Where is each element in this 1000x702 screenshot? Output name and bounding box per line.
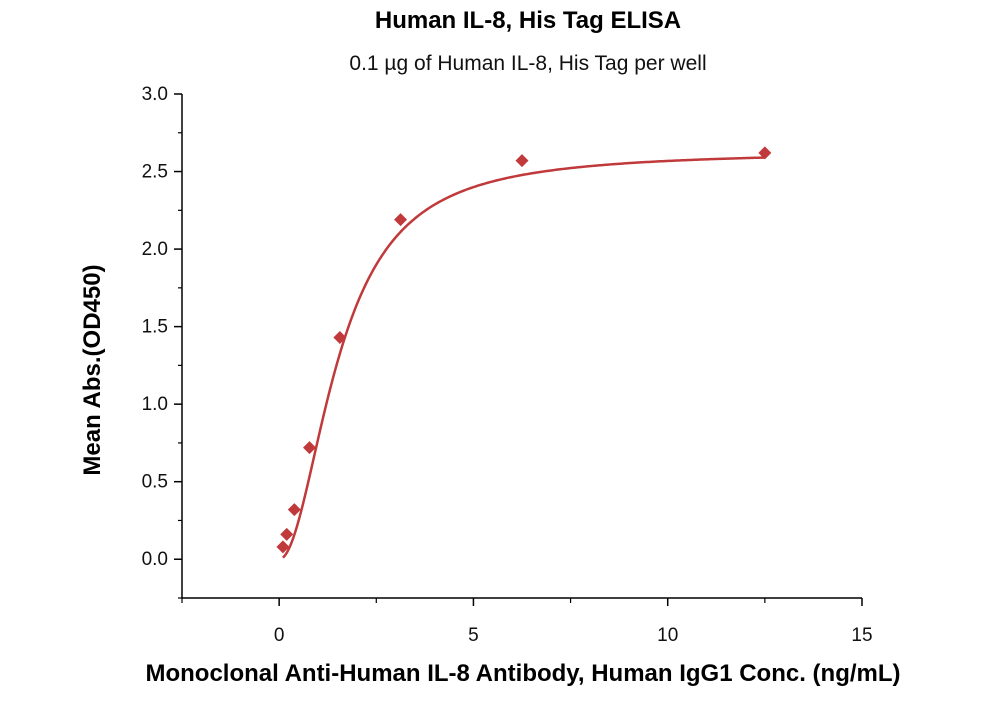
data-point: [394, 213, 408, 227]
y-tick-label: 3.0: [142, 84, 168, 105]
y-tick-label: 1.5: [142, 317, 168, 338]
data-point: [287, 503, 301, 517]
y-tick-label: 0.5: [142, 472, 168, 493]
y-tick-label: 2.5: [142, 162, 168, 183]
x-tick-label: 15: [851, 625, 872, 646]
data-point: [276, 540, 290, 554]
chart-title: Human IL-8, His Tag ELISA: [375, 7, 681, 34]
x-tick-label: 10: [657, 625, 678, 646]
y-axis-label: Mean Abs.(OD450): [79, 264, 106, 475]
y-tick-label: 1.0: [142, 394, 168, 415]
x-tick-label: 5: [468, 625, 479, 646]
x-axis-label: Monoclonal Anti-Human IL-8 Antibody, Hum…: [145, 660, 900, 687]
fit-curve: [282, 156, 765, 559]
data-point: [758, 146, 772, 160]
x-axis-ticks: 0 5 10 15: [181, 598, 873, 646]
data-point: [515, 154, 529, 168]
plot-area: 0.0 0.5 1.0 1.5 2.0 2.5 3.0 0 5 10 15: [142, 84, 873, 646]
y-tick-label: 2.0: [142, 239, 168, 260]
y-tick-label: 0.0: [142, 549, 168, 570]
data-markers: [276, 146, 772, 554]
x-tick-label: 0: [274, 625, 285, 646]
data-point: [333, 330, 347, 344]
data-point: [280, 527, 294, 541]
y-axis-ticks: 0.0 0.5 1.0 1.5 2.0 2.5 3.0: [142, 84, 182, 599]
chart-subtitle: 0.1 µg of Human IL-8, His Tag per well: [349, 52, 706, 75]
data-point: [302, 441, 316, 455]
